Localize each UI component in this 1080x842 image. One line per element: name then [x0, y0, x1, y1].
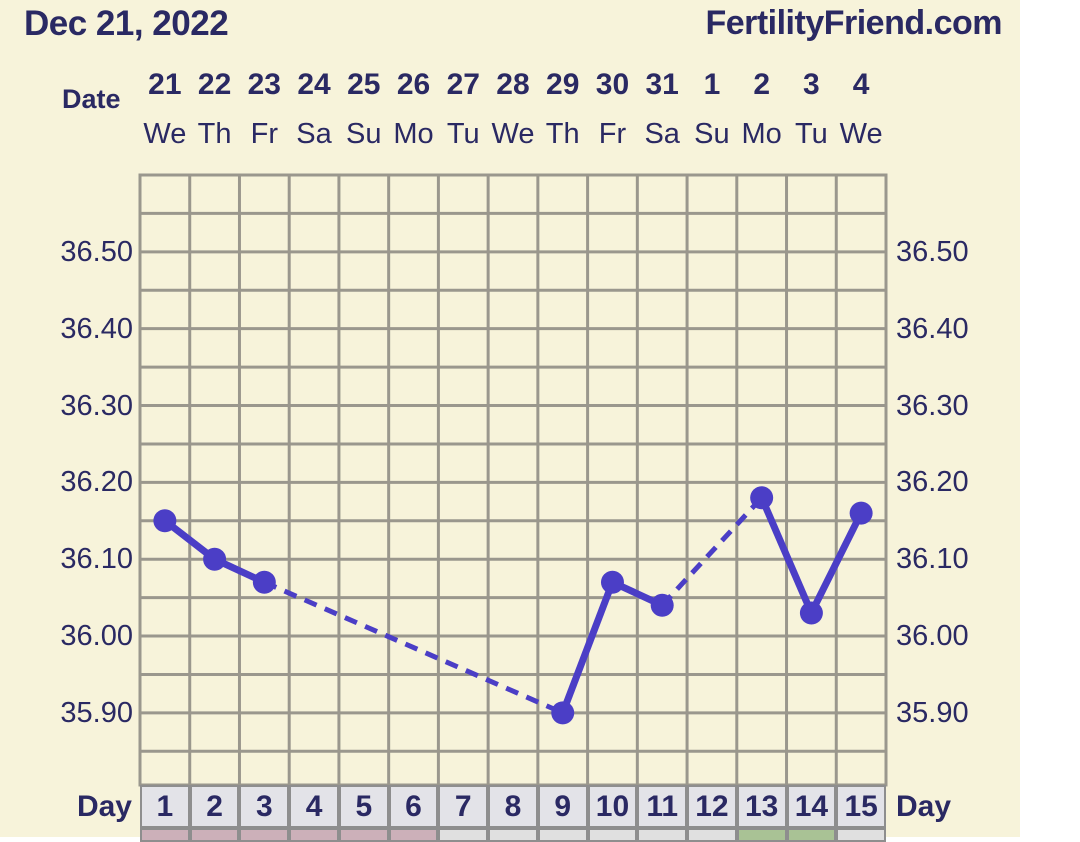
day-cell-14[interactable]: 14 [786, 785, 837, 828]
status-cell [637, 828, 688, 842]
day-cell-12[interactable]: 12 [687, 785, 737, 828]
day-cell-13[interactable]: 13 [736, 785, 787, 828]
temp-tick-right: 36.30 [896, 389, 969, 422]
status-cell [537, 828, 588, 842]
temp-tick-right: 36.40 [896, 312, 969, 345]
date-tick: 25 [347, 68, 381, 101]
day-cell-7[interactable]: 7 [438, 785, 489, 828]
day-cell-15[interactable]: 15 [836, 785, 886, 828]
weekday-tick: Su [346, 118, 382, 150]
weekday-tick: Su [694, 118, 730, 150]
temp-segment-solid [559, 581, 616, 715]
brand-link[interactable]: FertilityFriend.com [705, 4, 1002, 42]
temp-point-day-15[interactable] [849, 501, 873, 525]
temp-tick-left: 36.10 [60, 543, 133, 576]
temp-tick-right: 36.00 [896, 620, 969, 653]
temp-point-day-1[interactable] [153, 509, 177, 533]
temp-tick-left: 36.20 [60, 466, 133, 499]
date-tick: 21 [148, 68, 182, 101]
temp-tick-right: 36.10 [896, 543, 969, 576]
temp-tick-right: 36.50 [896, 235, 969, 268]
weekday-tick: Th [197, 118, 232, 150]
day-axis-label-left: Day [76, 790, 132, 823]
temp-segment-solid [808, 511, 865, 615]
date-axis-label: Date [62, 84, 121, 114]
temp-point-day-13[interactable] [750, 486, 774, 510]
day-cell-5[interactable]: 5 [338, 785, 389, 828]
status-cell [338, 828, 389, 842]
chart-date-title: Dec 21, 2022 [24, 4, 229, 43]
temp-point-day-11[interactable] [650, 593, 674, 617]
status-cell [687, 828, 737, 842]
status-cell [140, 828, 190, 842]
weekday-tick: Fr [598, 118, 627, 150]
temp-tick-left: 36.30 [60, 389, 133, 422]
status-cell [388, 828, 439, 842]
day-cell-11[interactable]: 11 [637, 785, 688, 828]
status-cell [239, 828, 290, 842]
temp-point-day-14[interactable] [799, 601, 823, 625]
date-tick: 31 [645, 68, 679, 101]
day-cell-8[interactable]: 8 [488, 785, 538, 828]
date-tick: 4 [852, 68, 870, 101]
chart-background-panel [0, 0, 1020, 837]
weekday-tick: We [491, 118, 535, 150]
date-tick: 2 [753, 68, 770, 101]
weekday-tick: We [143, 118, 187, 150]
status-cell [289, 828, 339, 842]
day-cell-9[interactable]: 9 [537, 785, 588, 828]
date-tick: 3 [803, 68, 820, 101]
temp-segment-dashed [263, 579, 564, 716]
status-cell [438, 828, 489, 842]
weekday-tick: Mo [393, 118, 434, 150]
weekday-tick: Sa [296, 118, 332, 150]
status-cell [786, 828, 837, 842]
weekday-tick: Tu [795, 118, 828, 150]
date-tick: 26 [396, 68, 431, 101]
weekday-tick: Fr [250, 118, 278, 150]
date-tick: 28 [496, 68, 530, 101]
date-tick: 27 [446, 68, 480, 101]
day-cell-1[interactable]: 1 [140, 785, 190, 828]
temp-point-day-9[interactable] [551, 701, 575, 725]
weekday-tick: Sa [644, 118, 680, 150]
weekday-tick: Mo [741, 118, 782, 150]
temp-point-day-10[interactable] [600, 570, 624, 594]
status-cell [587, 828, 638, 842]
temp-segment-solid [758, 496, 815, 615]
status-cell [836, 828, 886, 842]
date-tick: 1 [703, 68, 721, 101]
day-cell-6[interactable]: 6 [388, 785, 439, 828]
status-cell [189, 828, 240, 842]
weekday-tick: We [839, 118, 883, 150]
status-cell [736, 828, 787, 842]
day-cell-10[interactable]: 10 [587, 785, 638, 828]
day-cell-4[interactable]: 4 [289, 785, 339, 828]
temp-point-day-2[interactable] [203, 547, 227, 571]
date-tick: 30 [595, 68, 630, 101]
date-tick: 23 [247, 68, 281, 101]
weekday-tick: Tu [446, 118, 480, 150]
temp-tick-right: 36.20 [896, 466, 969, 499]
day-axis-label-right: Day [896, 790, 952, 823]
temp-tick-right: 35.90 [896, 696, 969, 729]
date-tick: 24 [297, 68, 331, 101]
day-cell-2[interactable]: 2 [189, 785, 240, 828]
temp-tick-left: 36.00 [60, 620, 133, 653]
status-cell [488, 828, 538, 842]
temp-tick-left: 36.50 [60, 235, 133, 268]
date-tick: 29 [546, 68, 580, 101]
temp-point-day-3[interactable] [252, 570, 276, 594]
day-cell-3[interactable]: 3 [239, 785, 290, 828]
temp-tick-left: 35.90 [60, 696, 133, 729]
weekday-tick: Th [545, 118, 580, 150]
temp-tick-left: 36.40 [60, 312, 133, 345]
temp-segment-dashed [660, 496, 764, 608]
date-tick: 22 [197, 68, 232, 101]
